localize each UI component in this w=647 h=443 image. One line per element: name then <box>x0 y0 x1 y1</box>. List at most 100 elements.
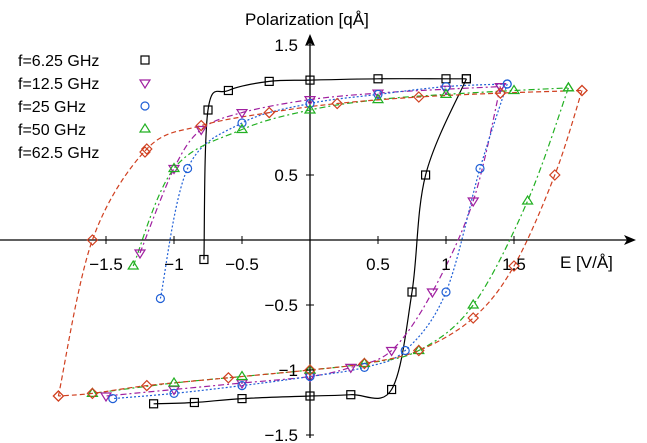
series-4-point <box>86 234 99 246</box>
x-tick-label: 1 <box>441 255 450 274</box>
series-3-point <box>507 84 521 95</box>
series-1-point <box>133 249 147 260</box>
series-2-point <box>237 118 247 128</box>
series-3-point <box>167 162 181 173</box>
series-3-point <box>412 344 425 355</box>
series-2-point <box>155 293 165 304</box>
series-2-point <box>441 287 451 297</box>
x-tick-label: −1.5 <box>89 255 123 274</box>
legend-marker <box>140 55 150 65</box>
series-0-point <box>223 85 233 96</box>
series-4-point <box>576 84 588 97</box>
legend-marker <box>140 101 150 111</box>
series-2-point <box>108 394 118 404</box>
x-tick-label: −1 <box>164 255 183 274</box>
series-1-upper_branch-line <box>139 86 501 254</box>
series-3-point <box>303 363 317 374</box>
series-3-point <box>371 93 385 104</box>
x-axis-arrow <box>624 235 636 245</box>
series-3-point <box>86 387 99 397</box>
series-0-point <box>421 170 431 180</box>
series-0-lower_branch-line <box>153 78 467 405</box>
y-tick-label: 0.5 <box>274 166 298 185</box>
series-4-point <box>508 260 520 272</box>
x-axis-label: E [V/Å] <box>560 253 613 272</box>
y-axis-arrow <box>305 34 315 46</box>
series-2-point <box>305 98 315 109</box>
series-0-point <box>189 397 199 408</box>
series-4-point <box>358 357 371 370</box>
series-0-point <box>387 384 397 395</box>
series-3-point <box>167 376 181 387</box>
series-2-point <box>183 163 193 174</box>
series-0-point <box>264 76 274 87</box>
series-1-lower_branch-line <box>105 86 501 397</box>
series-0-point <box>237 394 247 404</box>
series-4-point <box>304 364 316 376</box>
series-4-point <box>494 87 507 99</box>
series-0-point <box>346 390 356 400</box>
x-tick-label: −0.5 <box>225 255 259 274</box>
legend-marker <box>138 79 152 90</box>
series-0-point <box>149 399 159 409</box>
series-2-point <box>400 345 410 356</box>
series-0-point <box>305 391 315 401</box>
series-0-point <box>461 74 471 84</box>
legend-label: f=6.25 GHz <box>18 53 99 70</box>
tick-labels: −1.5 −1 −0.5 0.5 1 1.5 1.5 0.5 −0.5 −1 −1.5 <box>89 36 526 443</box>
x-tick-label: 1.5 <box>502 255 526 274</box>
series-2-lower_branch-line <box>112 83 508 400</box>
series-4-point <box>548 169 561 181</box>
series-2-upper_branch-line <box>159 83 508 299</box>
series-1-point <box>494 83 507 93</box>
series-0-upper_branch-line <box>203 78 467 260</box>
series-1-point <box>344 363 357 374</box>
series-4-lower_branch-line <box>58 90 583 397</box>
curves <box>57 78 583 405</box>
series-4-point <box>412 91 425 103</box>
series-2-point <box>373 89 383 100</box>
series-3-point <box>127 259 140 270</box>
series-3-point <box>235 123 249 134</box>
y-tick-label: 1.5 <box>274 36 298 55</box>
series-3-point <box>521 194 534 205</box>
series-0-point <box>199 254 209 265</box>
series-4-point <box>140 143 153 155</box>
series-4-point <box>86 387 99 400</box>
y-axis-label: Polarization [qÅ] <box>245 10 369 29</box>
series-4-upper_branch-line <box>57 89 583 397</box>
series-4-point <box>467 312 480 324</box>
series-4-point <box>222 371 235 384</box>
series-2-point <box>441 81 451 92</box>
series-3-upper_branch-line <box>132 87 569 267</box>
markers <box>52 74 588 409</box>
legend-label: f=12.5 GHz <box>18 76 99 93</box>
axes <box>0 34 636 438</box>
x-tick-label: 0.5 <box>366 255 390 274</box>
series-0-point <box>373 74 383 84</box>
series-2-point <box>502 79 512 89</box>
y-tick-label: −1 <box>279 361 298 380</box>
series-3-point <box>467 298 480 309</box>
series-3-point <box>358 357 371 368</box>
legend-marker <box>139 146 151 158</box>
series-0-point <box>305 75 315 85</box>
series-0-point <box>203 105 213 115</box>
series-1-point <box>426 288 439 299</box>
series-3-point <box>562 81 575 92</box>
series-4-point <box>140 379 153 392</box>
series-1-point <box>467 197 480 208</box>
series-3-point <box>235 370 249 381</box>
y-tick-label: −1.5 <box>264 426 298 443</box>
series-1-point <box>385 346 398 357</box>
series-3-point <box>439 88 453 98</box>
series-1-point <box>195 125 208 136</box>
legend-label: f=50 GHz <box>18 122 86 139</box>
series-1-point <box>235 109 249 119</box>
legend: f=6.25 GHz f=12.5 GHz f=25 GHz f=50 GHz f=62… <box>18 53 152 162</box>
series-4-point <box>331 97 344 110</box>
series-2-point <box>237 381 247 391</box>
series-4-point <box>263 106 276 119</box>
series-2-point <box>169 388 179 398</box>
